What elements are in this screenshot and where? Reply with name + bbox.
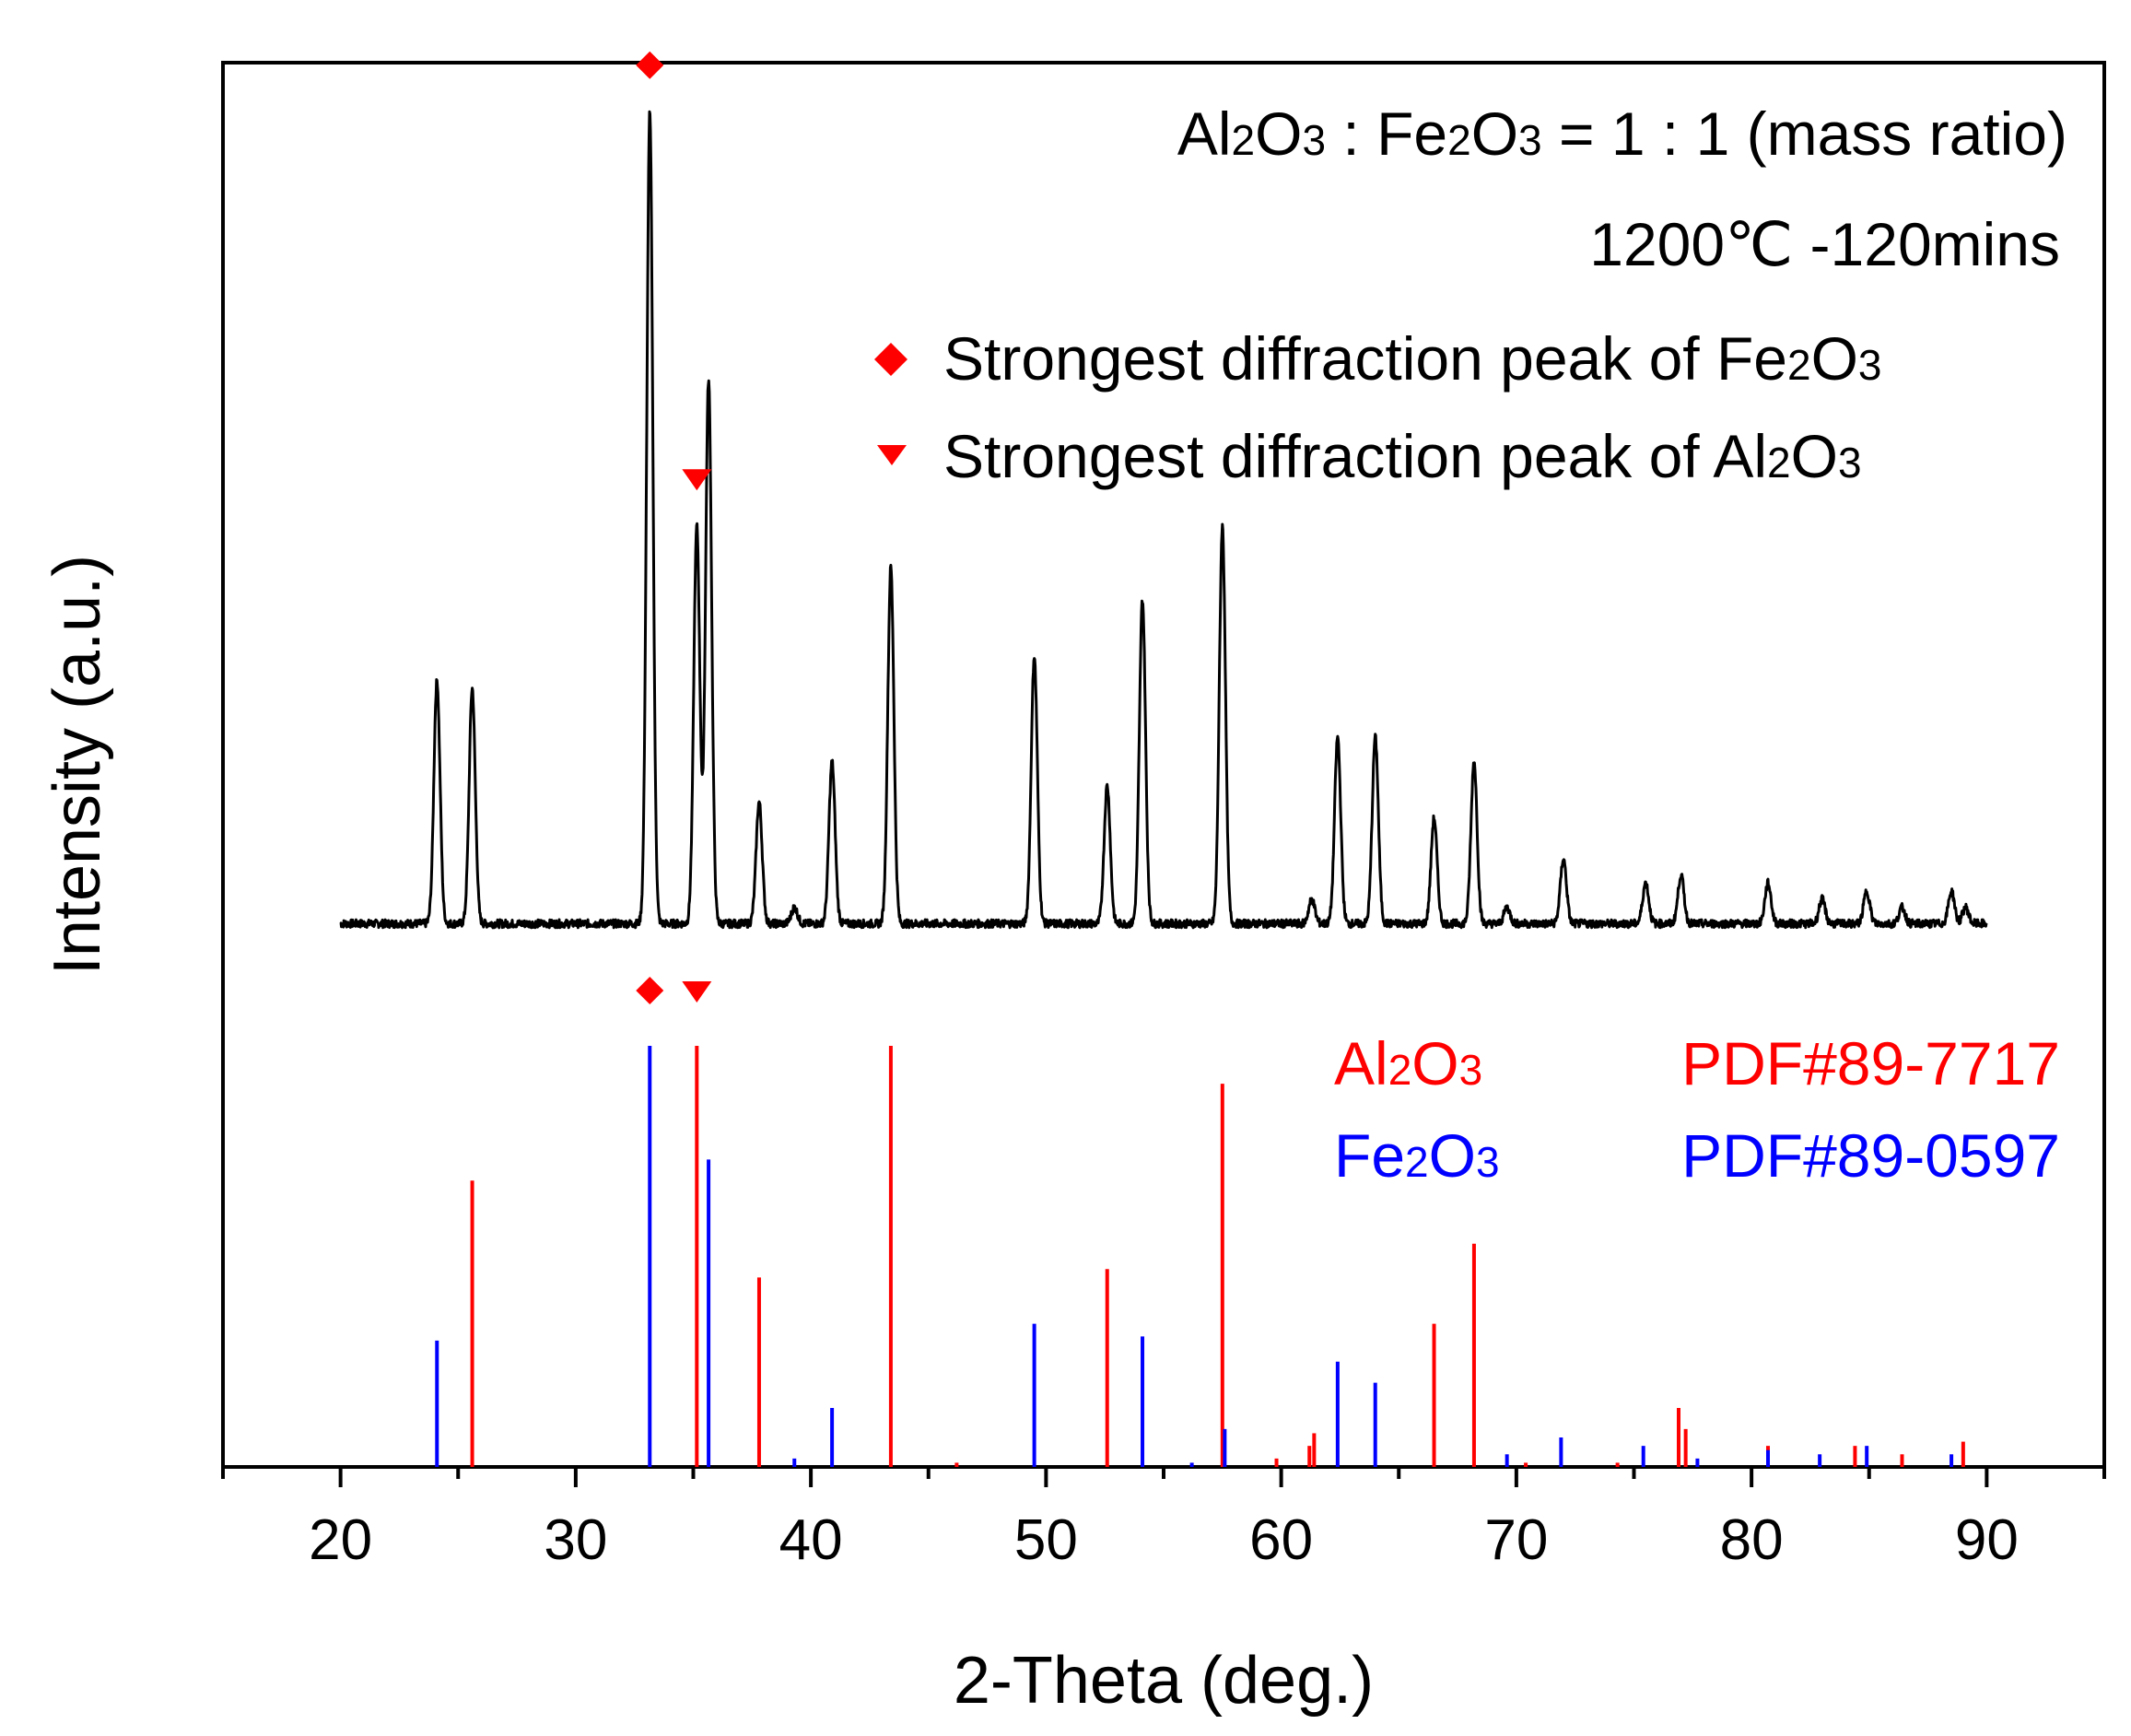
x-tick-label: 40 — [779, 1508, 843, 1572]
diamond-marker-icon — [636, 977, 664, 1004]
xrd-pattern-line — [339, 110, 1988, 930]
triangle-marker-icon — [682, 469, 712, 491]
x-tick-label: 20 — [309, 1508, 372, 1572]
peak-markers — [636, 51, 712, 1004]
fe2o3-reference-sticks — [435, 1046, 1954, 1467]
y-axis-label: Intensity (a.u.) — [41, 555, 114, 975]
al2o3-reference-sticks — [470, 1046, 1965, 1467]
x-tick-label: 30 — [544, 1508, 607, 1572]
diamond-marker-icon — [636, 51, 664, 79]
composition-annotation: Al2O3 : Fe2O3 = 1 : 1 (mass ratio) — [1177, 100, 2067, 168]
x-axis-ticks — [221, 1467, 2106, 1487]
x-tick-label: 90 — [1955, 1508, 2019, 1572]
al2o3-ref-pdf: PDF#89-7717 — [1681, 1029, 2060, 1097]
triangle-marker-icon — [682, 981, 712, 1003]
condition-annotation: 1200℃ -120mins — [1589, 210, 2060, 278]
x-axis-label: 2-Theta (deg.) — [954, 1644, 1374, 1718]
fe2o3-ref-formula: Fe2O3 — [1334, 1121, 1500, 1190]
x-tick-label: 80 — [1720, 1508, 1784, 1572]
legend-al2o3-peak: Strongest diffraction peak of Al2O3 — [943, 422, 1862, 490]
al2o3-ref-formula: Al2O3 — [1334, 1029, 1482, 1097]
legend-diamond-icon — [874, 343, 907, 376]
legend-triangle-icon — [877, 445, 907, 465]
x-axis-tick-labels: 20 30 40 50 60 70 80 90 — [309, 1508, 2019, 1572]
fe2o3-ref-pdf: PDF#89-0597 — [1681, 1121, 2060, 1190]
x-tick-label: 50 — [1014, 1508, 1078, 1572]
x-tick-label: 70 — [1484, 1508, 1548, 1572]
legend-fe2o3-peak: Strongest diffraction peak of Fe2O3 — [943, 324, 1882, 393]
x-tick-label: 60 — [1249, 1508, 1313, 1572]
